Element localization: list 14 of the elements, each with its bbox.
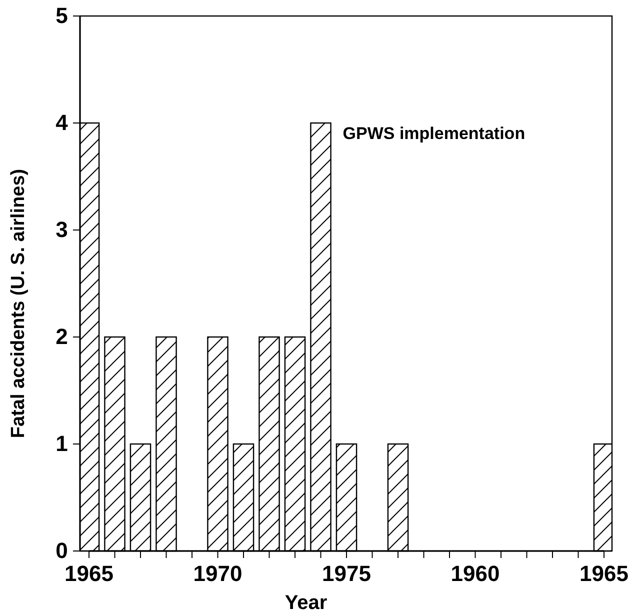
x-tick-label: 1965 <box>64 560 114 586</box>
x-tick-label: 1975 <box>322 560 371 586</box>
x-tick-label: 1965 <box>580 560 628 586</box>
y-axis-title: Fatal accidents (U. S. airlines) <box>8 168 29 438</box>
y-tick-label: 5 <box>56 3 68 28</box>
y-tick-label: 4 <box>56 110 69 136</box>
y-tick-label: 2 <box>56 324 68 350</box>
y-tick-label: 1 <box>56 431 68 456</box>
x-axis-title: Year <box>284 592 328 613</box>
y-tick-label: 3 <box>56 217 68 242</box>
x-tick-label: 1970 <box>193 560 242 586</box>
y-tick-label: 0 <box>56 538 68 564</box>
annotation: GPWS implementation <box>342 124 526 143</box>
x-tick-label: 1960 <box>450 560 500 586</box>
